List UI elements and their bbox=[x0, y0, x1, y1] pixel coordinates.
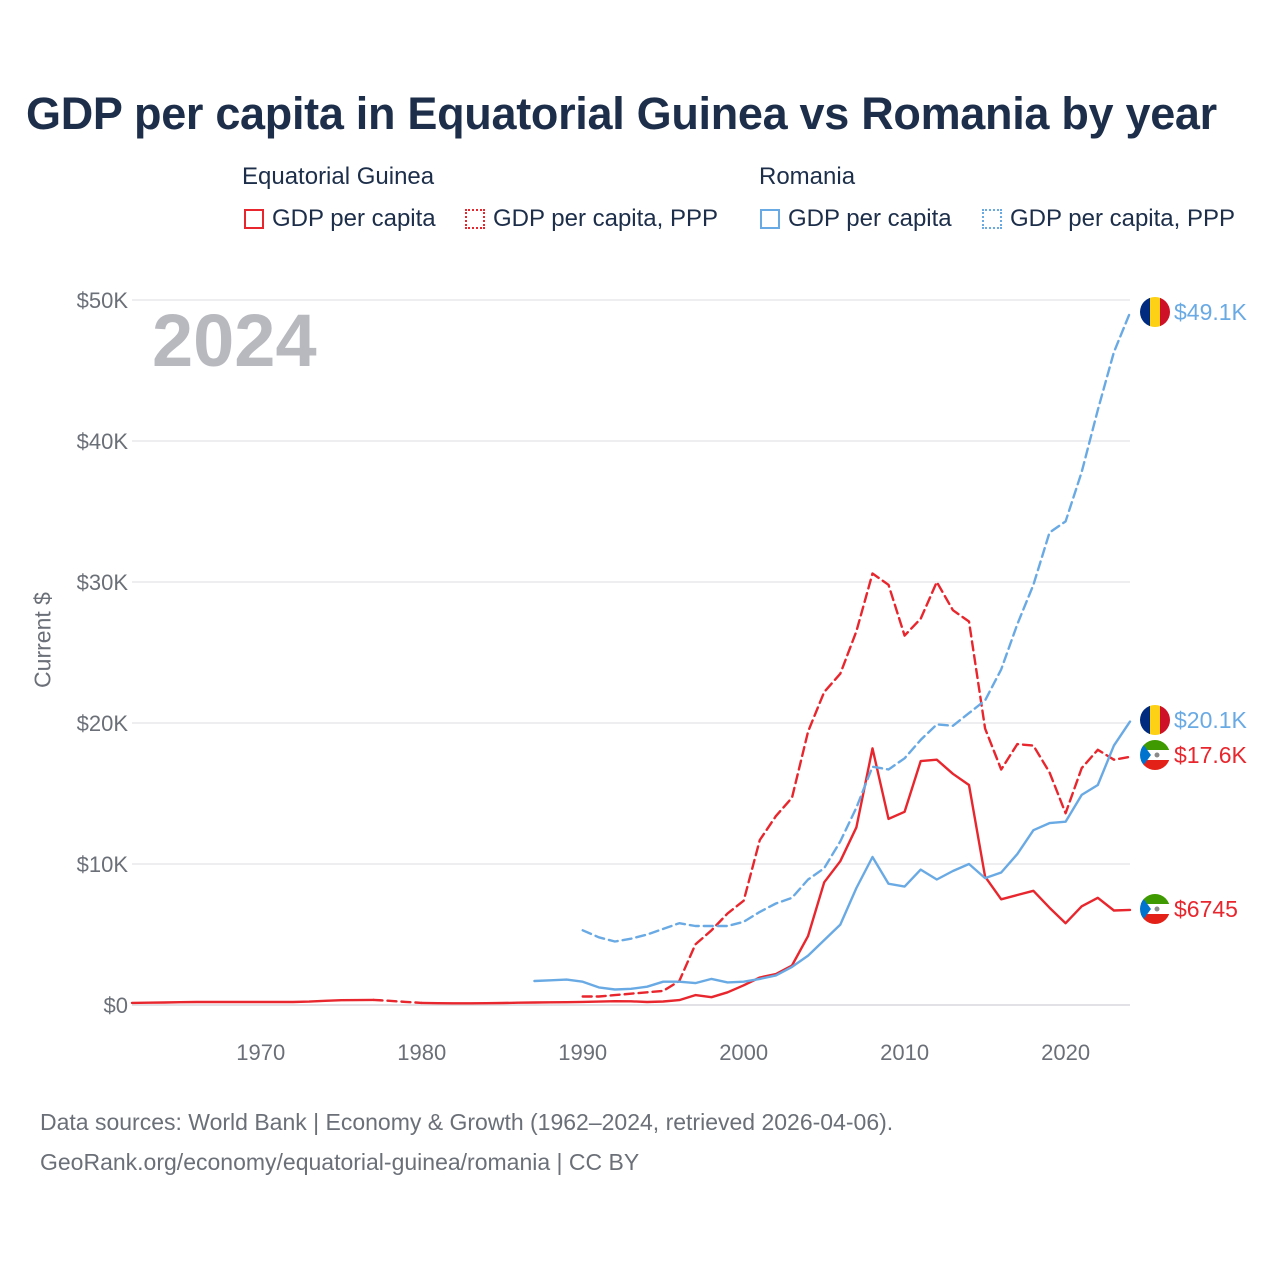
legend-label-eq-ppp: GDP per capita, PPP bbox=[493, 205, 718, 232]
series-line-1 bbox=[581, 572, 1132, 998]
series-line-0 bbox=[420, 747, 1132, 1005]
y-tick-label: $20K bbox=[77, 711, 129, 736]
x-tick-label: 2010 bbox=[880, 1040, 929, 1065]
source-line-1: Data sources: World Bank | Economy & Gro… bbox=[40, 1109, 894, 1135]
x-tick-label: 2020 bbox=[1041, 1040, 1090, 1065]
chart-title: GDP per capita in Equatorial Guinea vs R… bbox=[26, 88, 1217, 139]
legend-label-ro-gdp: GDP per capita bbox=[788, 205, 952, 232]
y-tick-label: $40K bbox=[77, 429, 129, 454]
series-line-0 bbox=[130, 998, 375, 1005]
x-tick-label: 1980 bbox=[397, 1040, 446, 1065]
series-line-0-gap bbox=[372, 998, 423, 1005]
x-tick-label: 1990 bbox=[558, 1040, 607, 1065]
legend-group-romania: Romania bbox=[759, 163, 856, 190]
legend-swatch-eq-ppp bbox=[465, 209, 485, 229]
x-tick-label: 1970 bbox=[236, 1040, 285, 1065]
y-tick-label: $50K bbox=[77, 288, 129, 313]
legend-label-eq-gdp: GDP per capita bbox=[272, 205, 436, 232]
end-label-ro-ppp: $49.1K bbox=[1174, 299, 1248, 325]
source-line-2: GeoRank.org/economy/equatorial-guinea/ro… bbox=[40, 1149, 640, 1175]
legend-item-eq-ppp[interactable]: GDP per capita, PPP bbox=[465, 205, 718, 233]
y-tick-label: $30K bbox=[77, 570, 129, 595]
end-label-eq-gdp: $6745 bbox=[1174, 896, 1238, 922]
legend-label-ro-ppp: GDP per capita, PPP bbox=[1010, 205, 1235, 232]
legend-item-ro-ppp[interactable]: GDP per capita, PPP bbox=[982, 205, 1235, 233]
y-tick-label: $10K bbox=[77, 852, 129, 877]
x-tick-label: 2000 bbox=[719, 1040, 768, 1065]
romania-flag-icon bbox=[1140, 297, 1170, 327]
legend-swatch-eq-gdp bbox=[244, 209, 264, 229]
legend-swatch-ro-ppp bbox=[982, 209, 1002, 229]
end-label-eq-ppp: $17.6K bbox=[1174, 742, 1248, 768]
equatorial-guinea-flag-icon bbox=[1140, 740, 1170, 770]
romania-flag-icon bbox=[1140, 705, 1170, 735]
year-watermark: 2024 bbox=[152, 299, 317, 382]
y-tick-label: $0 bbox=[104, 993, 128, 1018]
end-label-ro-gdp: $20.1K bbox=[1174, 707, 1248, 733]
legend-item-eq-gdp[interactable]: GDP per capita bbox=[244, 205, 436, 233]
legend-item-ro-gdp[interactable]: GDP per capita bbox=[760, 205, 952, 233]
series-line-2 bbox=[533, 720, 1132, 991]
legend-swatch-ro-gdp bbox=[760, 209, 780, 229]
legend-group-equatorial-guinea: Equatorial Guinea bbox=[242, 163, 435, 190]
series-line-3 bbox=[581, 311, 1132, 943]
equatorial-guinea-flag-icon bbox=[1140, 894, 1170, 924]
